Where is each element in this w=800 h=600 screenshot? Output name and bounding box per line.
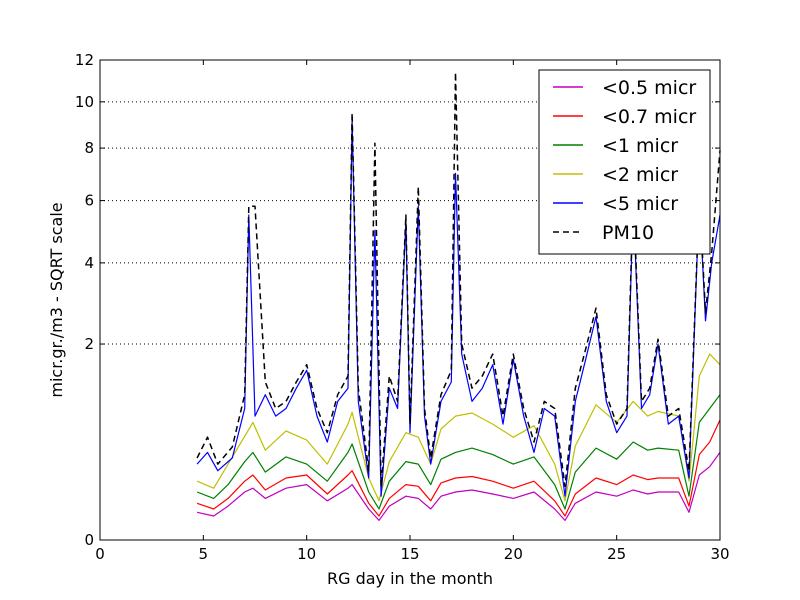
y-tick-label: 0 [84, 531, 94, 549]
y-tick-label: 2 [84, 335, 94, 353]
x-tick-label: 10 [297, 545, 316, 563]
legend: <0.5 micr <0.7 micr <1 micr <2 micr <5 micr P… [538, 69, 711, 255]
axis-ticks: 0 2 4 6 8 10 12 0 5 10 15 20 25 30 [75, 51, 730, 563]
series-line-0 [196, 452, 721, 522]
series-lines [196, 71, 721, 522]
y-tick-label: 4 [84, 254, 94, 272]
series-line-4 [196, 119, 721, 497]
x-tick-label: 5 [199, 545, 209, 563]
legend-box [538, 69, 711, 255]
legend-label-3: <2 micr [602, 164, 678, 186]
x-tick-label: 20 [504, 545, 523, 563]
x-tick-label: 25 [607, 545, 626, 563]
y-tick-label: 12 [75, 51, 94, 69]
legend-label-1: <0.7 micr [602, 106, 696, 128]
series-line-1 [196, 419, 721, 517]
legend-label-5: PM10 [602, 222, 654, 244]
series-line-3 [196, 353, 721, 502]
y-tick-label: 6 [84, 192, 94, 210]
x-axis-label: RG day in the month [327, 569, 493, 588]
y-tick-label: 8 [84, 139, 94, 157]
legend-label-2: <1 micr [602, 135, 678, 157]
legend-label-0: <0.5 micr [602, 77, 696, 99]
series-line-5 [196, 71, 721, 488]
legend-label-4: <5 micr [602, 193, 678, 215]
x-tick-label: 30 [710, 545, 729, 563]
series-line-2 [196, 394, 721, 510]
x-tick-label: 15 [400, 545, 419, 563]
x-tick-label: 0 [95, 545, 105, 563]
y-tick-label: 10 [75, 93, 94, 111]
y-axis-label: micr.gr./m3 - SQRT scale [47, 202, 66, 397]
